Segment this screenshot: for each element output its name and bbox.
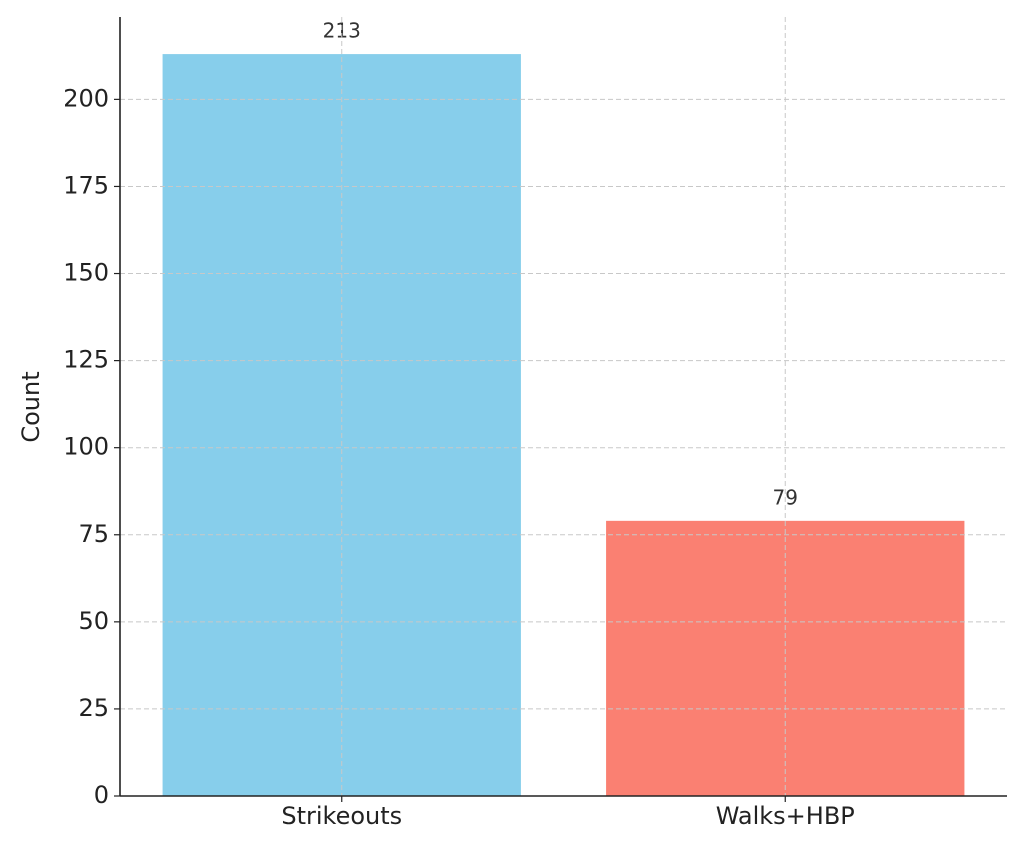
x-tick-label: Strikeouts (281, 802, 402, 830)
y-tick-label: 100 (63, 433, 109, 461)
y-tick-label: 50 (78, 607, 109, 635)
y-tick-label: 175 (63, 171, 109, 199)
data-label: 213 (323, 19, 361, 43)
y-tick-label: 200 (63, 84, 109, 112)
y-tick-label: 150 (63, 259, 109, 287)
y-tick-label: 125 (63, 346, 109, 374)
y-tick-label: 25 (78, 694, 109, 722)
x-tick-label: Walks+HBP (716, 802, 855, 830)
y-tick-label: 0 (94, 781, 109, 809)
y-axis-label: Count (17, 371, 45, 442)
y-tick-label: 75 (78, 520, 109, 548)
